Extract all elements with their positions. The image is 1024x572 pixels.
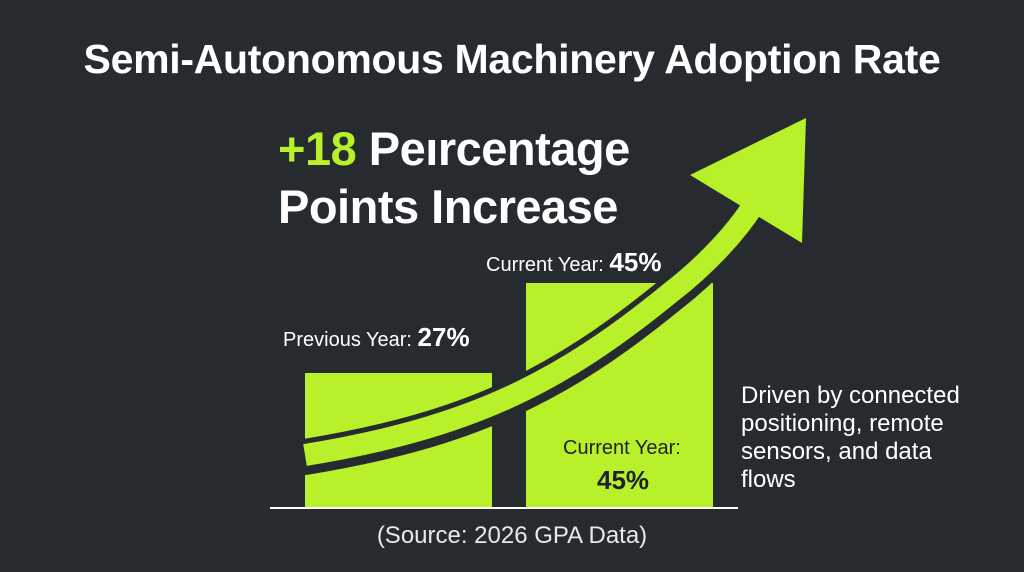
trend-arrow-shaft-fill [303, 199, 763, 466]
source-note: (Source: 2026 GPA Data) [376, 522, 648, 549]
trend-arrow-head [690, 118, 806, 243]
trend-arrow [287, 118, 806, 475]
current-year-value: 45% [609, 247, 662, 277]
increase-headline: +18 Peırcentage Points Increase [278, 120, 630, 236]
headline-line-2: Points Increase [278, 180, 618, 233]
chart-title: Semi-Autonomous Machinery Adoption Rate [83, 36, 941, 82]
previous-year-value: 27% [417, 322, 470, 352]
headline-line-1-text: Peırcentage [356, 122, 630, 175]
current-year-inner-value: 45% [597, 465, 650, 495]
previous-year-label-text: Previous Year: [283, 329, 418, 351]
current-year-label: Current Year: 45% [486, 247, 662, 277]
current-year-inner-label: Current Year: [563, 437, 681, 459]
headline-line-1: +18 Peırcentage [278, 120, 630, 178]
current-year-label-text: Current Year: [486, 254, 610, 276]
increase-amount: +18 [278, 122, 357, 175]
driver-note: Driven by connected positioning, remote … [741, 382, 960, 493]
previous-year-label: Previous Year: 27% [283, 322, 470, 352]
current-year-inner-value-text: 45% [597, 465, 650, 495]
